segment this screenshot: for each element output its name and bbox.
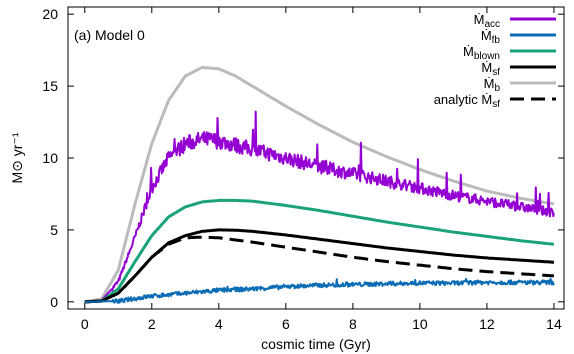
legend-label-0: Ṁacc [474, 12, 500, 30]
y-tick-label: 15 [42, 78, 58, 94]
x-axis-label: cosmic time (Gyr) [261, 336, 371, 352]
series-line-4 [84, 65, 555, 304]
x-tick-label: 6 [282, 316, 290, 332]
series-line-2 [84, 198, 555, 304]
x-tick-label: 2 [148, 316, 156, 332]
y-tick-label: 5 [50, 222, 58, 238]
y-axis-label: M⊙ yr⁻¹ [9, 132, 25, 183]
legend-label-1: Ṁfb [481, 28, 501, 46]
y-axis: 0 5 10 15 20 [42, 6, 564, 310]
x-tick-label: 8 [349, 316, 357, 332]
y-tick-label: 20 [42, 6, 58, 22]
series-lines [84, 65, 555, 304]
panel-label: (a) Model 0 [74, 27, 145, 43]
y-tick-label: 10 [42, 150, 58, 166]
x-tick-label: 0 [81, 316, 89, 332]
legend-label-5: analytic Ṁsf [434, 92, 501, 110]
series-line-5 [84, 235, 554, 304]
series-line-1 [84, 277, 555, 304]
legend-label-2: Ṁblown [463, 44, 500, 62]
y-tick-label: 0 [50, 294, 58, 310]
x-tick-label: 14 [546, 316, 562, 332]
x-tick-label: 12 [479, 316, 495, 332]
legend-label-3: Ṁsf [481, 60, 500, 78]
x-tick-label: 10 [412, 316, 428, 332]
x-tick-label: 4 [215, 316, 223, 332]
series-line-0 [84, 110, 555, 303]
x-axis: 0 2 4 6 8 10 12 14 [81, 7, 562, 332]
series-line-3 [84, 228, 554, 304]
legend-label-4: Ṁb [484, 76, 501, 94]
